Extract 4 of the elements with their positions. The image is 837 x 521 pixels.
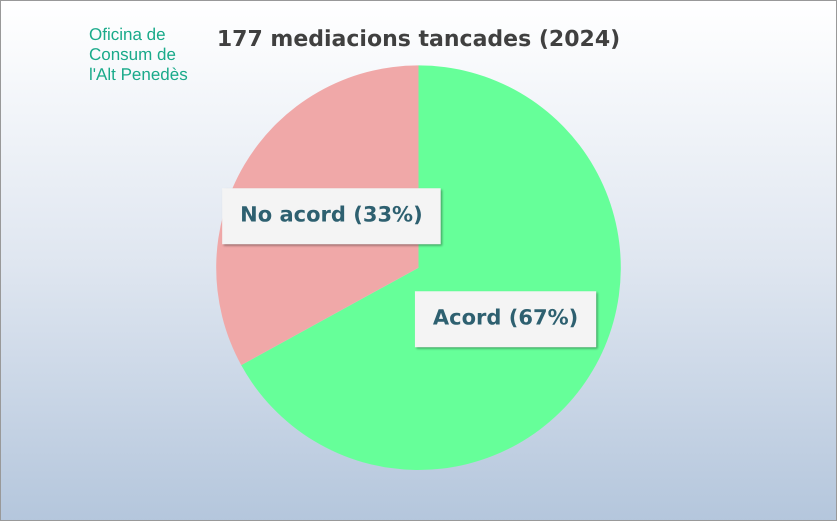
text: Oficina de Consum de l'Alt Penedès (89, 25, 188, 85)
chart-title: 177 mediacions tancades (2024) (216, 26, 620, 52)
slice-label: Acord (67%) (432, 306, 578, 330)
slice-label: No acord (33%) (240, 202, 423, 227)
